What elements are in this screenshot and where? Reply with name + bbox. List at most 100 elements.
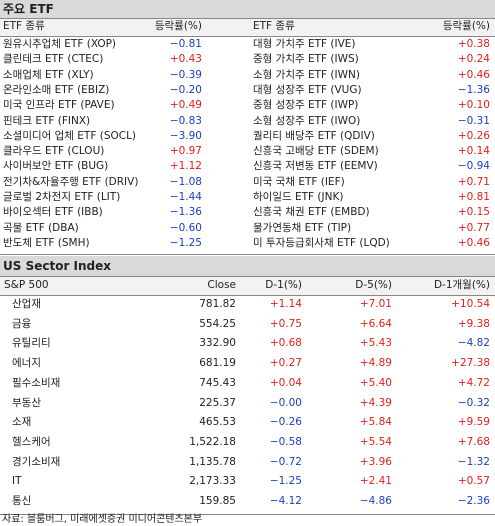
- column-header: ETF 종류: [3, 20, 45, 32]
- etf-change: +0.10: [457, 99, 490, 112]
- etf-name: 바이오섹터 ETF (IBB): [3, 206, 103, 219]
- header-row: [0, 276, 495, 296]
- etf-change: +1.12: [169, 160, 202, 173]
- etf-name: 클라우드 ETF (CLOU): [3, 145, 105, 158]
- sector-name: 부동산: [12, 396, 41, 409]
- sector-close: 1,135.78: [189, 455, 236, 468]
- sector-name: 에너지: [12, 357, 41, 370]
- sector-change: +5.40: [359, 376, 392, 389]
- sector-change: +1.14: [269, 298, 302, 310]
- etf-name: 소셜미디어 업체 ETF (SOCL): [3, 129, 137, 142]
- sector-change: +9.38: [457, 317, 490, 330]
- etf-change: −0.83: [169, 114, 202, 127]
- sector-change: −4.82: [457, 337, 490, 350]
- sector-change: −4.86: [359, 495, 392, 507]
- rule: [0, 514, 495, 515]
- etf-name: 클린테크 ETF (CTEC): [3, 53, 104, 66]
- etf-name: 신흥국 채권 ETF (EMBD): [253, 206, 370, 219]
- etf-change: +0.81: [457, 191, 490, 203]
- etf-change: −0.94: [457, 160, 490, 173]
- etf-name: 대형 성장주 ETF (VUG): [253, 83, 362, 96]
- etf-change: −1.25: [169, 236, 202, 249]
- section-bar: [0, 0, 495, 18]
- sector-change: +4.72: [457, 376, 490, 389]
- etf-change: −1.36: [169, 206, 202, 219]
- sector-change: +5.43: [359, 337, 392, 350]
- sector-change: +7.01: [359, 298, 392, 310]
- sector-change: +6.64: [359, 317, 392, 330]
- sector-change: +3.96: [359, 455, 392, 468]
- etf-change: +0.38: [457, 38, 490, 50]
- column-header: ETF 종류: [253, 20, 295, 32]
- sector-close: 781.82: [199, 298, 236, 310]
- column-header: D-1(%): [265, 279, 302, 291]
- sector-change: +27.38: [451, 357, 490, 370]
- sector-change: +4.39: [359, 396, 392, 409]
- etf-change: +0.97: [169, 145, 202, 158]
- etf-name: 미 투자등급회사채 ETF (LQD): [253, 236, 390, 249]
- etf-change: +0.71: [457, 175, 490, 188]
- sector-change: +0.57: [457, 475, 490, 488]
- etf-name: 핀테크 ETF (FINX): [3, 114, 91, 127]
- etf-name: 대형 가치주 ETF (IVE): [253, 38, 356, 50]
- sector-change: +2.41: [359, 475, 392, 488]
- sector-close: 465.53: [199, 416, 236, 429]
- sector-change: −0.00: [269, 396, 302, 409]
- sector-close: 2,173.33: [189, 475, 236, 488]
- sector-name: 경기소비재: [12, 455, 61, 468]
- sector-close: 681.19: [199, 357, 236, 370]
- etf-name: 원유시추업체 ETF (XOP): [3, 38, 117, 50]
- etf-name: 곡물 ETF (DBA): [3, 221, 79, 234]
- etf-change: −0.39: [169, 68, 202, 81]
- etf-name: 중형 가치주 ETF (IWS): [253, 53, 359, 66]
- etf-name: 전기차&자율주행 ETF (DRIV): [3, 175, 139, 188]
- etf-change: −1.08: [169, 175, 202, 188]
- sector-change: −0.72: [269, 455, 302, 468]
- etf-name: 글로벌 2차전지 ETF (LIT): [3, 191, 121, 203]
- sector-close: 332.90: [199, 337, 236, 350]
- sector-change: −1.25: [269, 475, 302, 488]
- sector-close: 225.37: [199, 396, 236, 409]
- column-header: D-1개월(%): [433, 279, 490, 291]
- etf-change: +0.77: [457, 221, 490, 234]
- etf-name: 소형 성장주 ETF (IWO): [253, 114, 361, 127]
- section-bar: [0, 256, 495, 276]
- etf-change: −1.44: [169, 191, 202, 203]
- sector-change: +9.59: [457, 416, 490, 429]
- sector-name: 산업재: [12, 298, 41, 310]
- sector-name: 유틸리티: [12, 337, 51, 350]
- sector-name: 통신: [12, 495, 32, 507]
- etf-change: −0.81: [169, 38, 202, 50]
- sector-change: +0.04: [269, 376, 302, 389]
- header-row: [0, 18, 495, 37]
- sector-change: −0.26: [269, 416, 302, 429]
- sector-change: −1.32: [457, 455, 490, 468]
- sector-close: 554.25: [199, 317, 236, 330]
- etf-name: 온라인소매 ETF (EBIZ): [3, 83, 110, 96]
- sector-change: +4.89: [359, 357, 392, 370]
- sector-change: +10.54: [451, 298, 490, 310]
- sector-change: +7.68: [457, 435, 490, 448]
- etf-name: 신흥국 저변동 ETF (EEMV): [253, 160, 378, 173]
- etf-name: 하이일드 ETF (JNK): [253, 191, 344, 203]
- etf-change: +0.24: [457, 53, 490, 66]
- sector-close: 159.85: [199, 495, 236, 507]
- sector-name: 금융: [12, 317, 32, 330]
- etf-change: +0.46: [457, 236, 490, 249]
- section-title: 주요 ETF: [3, 2, 54, 16]
- sector-change: −4.12: [269, 495, 302, 507]
- sector-name: IT: [12, 475, 22, 488]
- sector-change: +0.27: [269, 357, 302, 370]
- sector-change: +5.54: [359, 435, 392, 448]
- etf-name: 미국 인프라 ETF (PAVE): [3, 99, 115, 112]
- etf-change: +0.15: [457, 206, 490, 219]
- etf-change: +0.43: [169, 53, 202, 66]
- sector-change: −2.36: [457, 495, 490, 507]
- etf-change: +0.49: [169, 99, 202, 112]
- sector-change: +5.84: [359, 416, 392, 429]
- etf-name: 퀄리티 배당주 ETF (QDIV): [253, 129, 375, 142]
- etf-change: −0.31: [457, 114, 490, 127]
- column-header: Close: [207, 279, 236, 291]
- sector-close: 745.43: [199, 376, 236, 389]
